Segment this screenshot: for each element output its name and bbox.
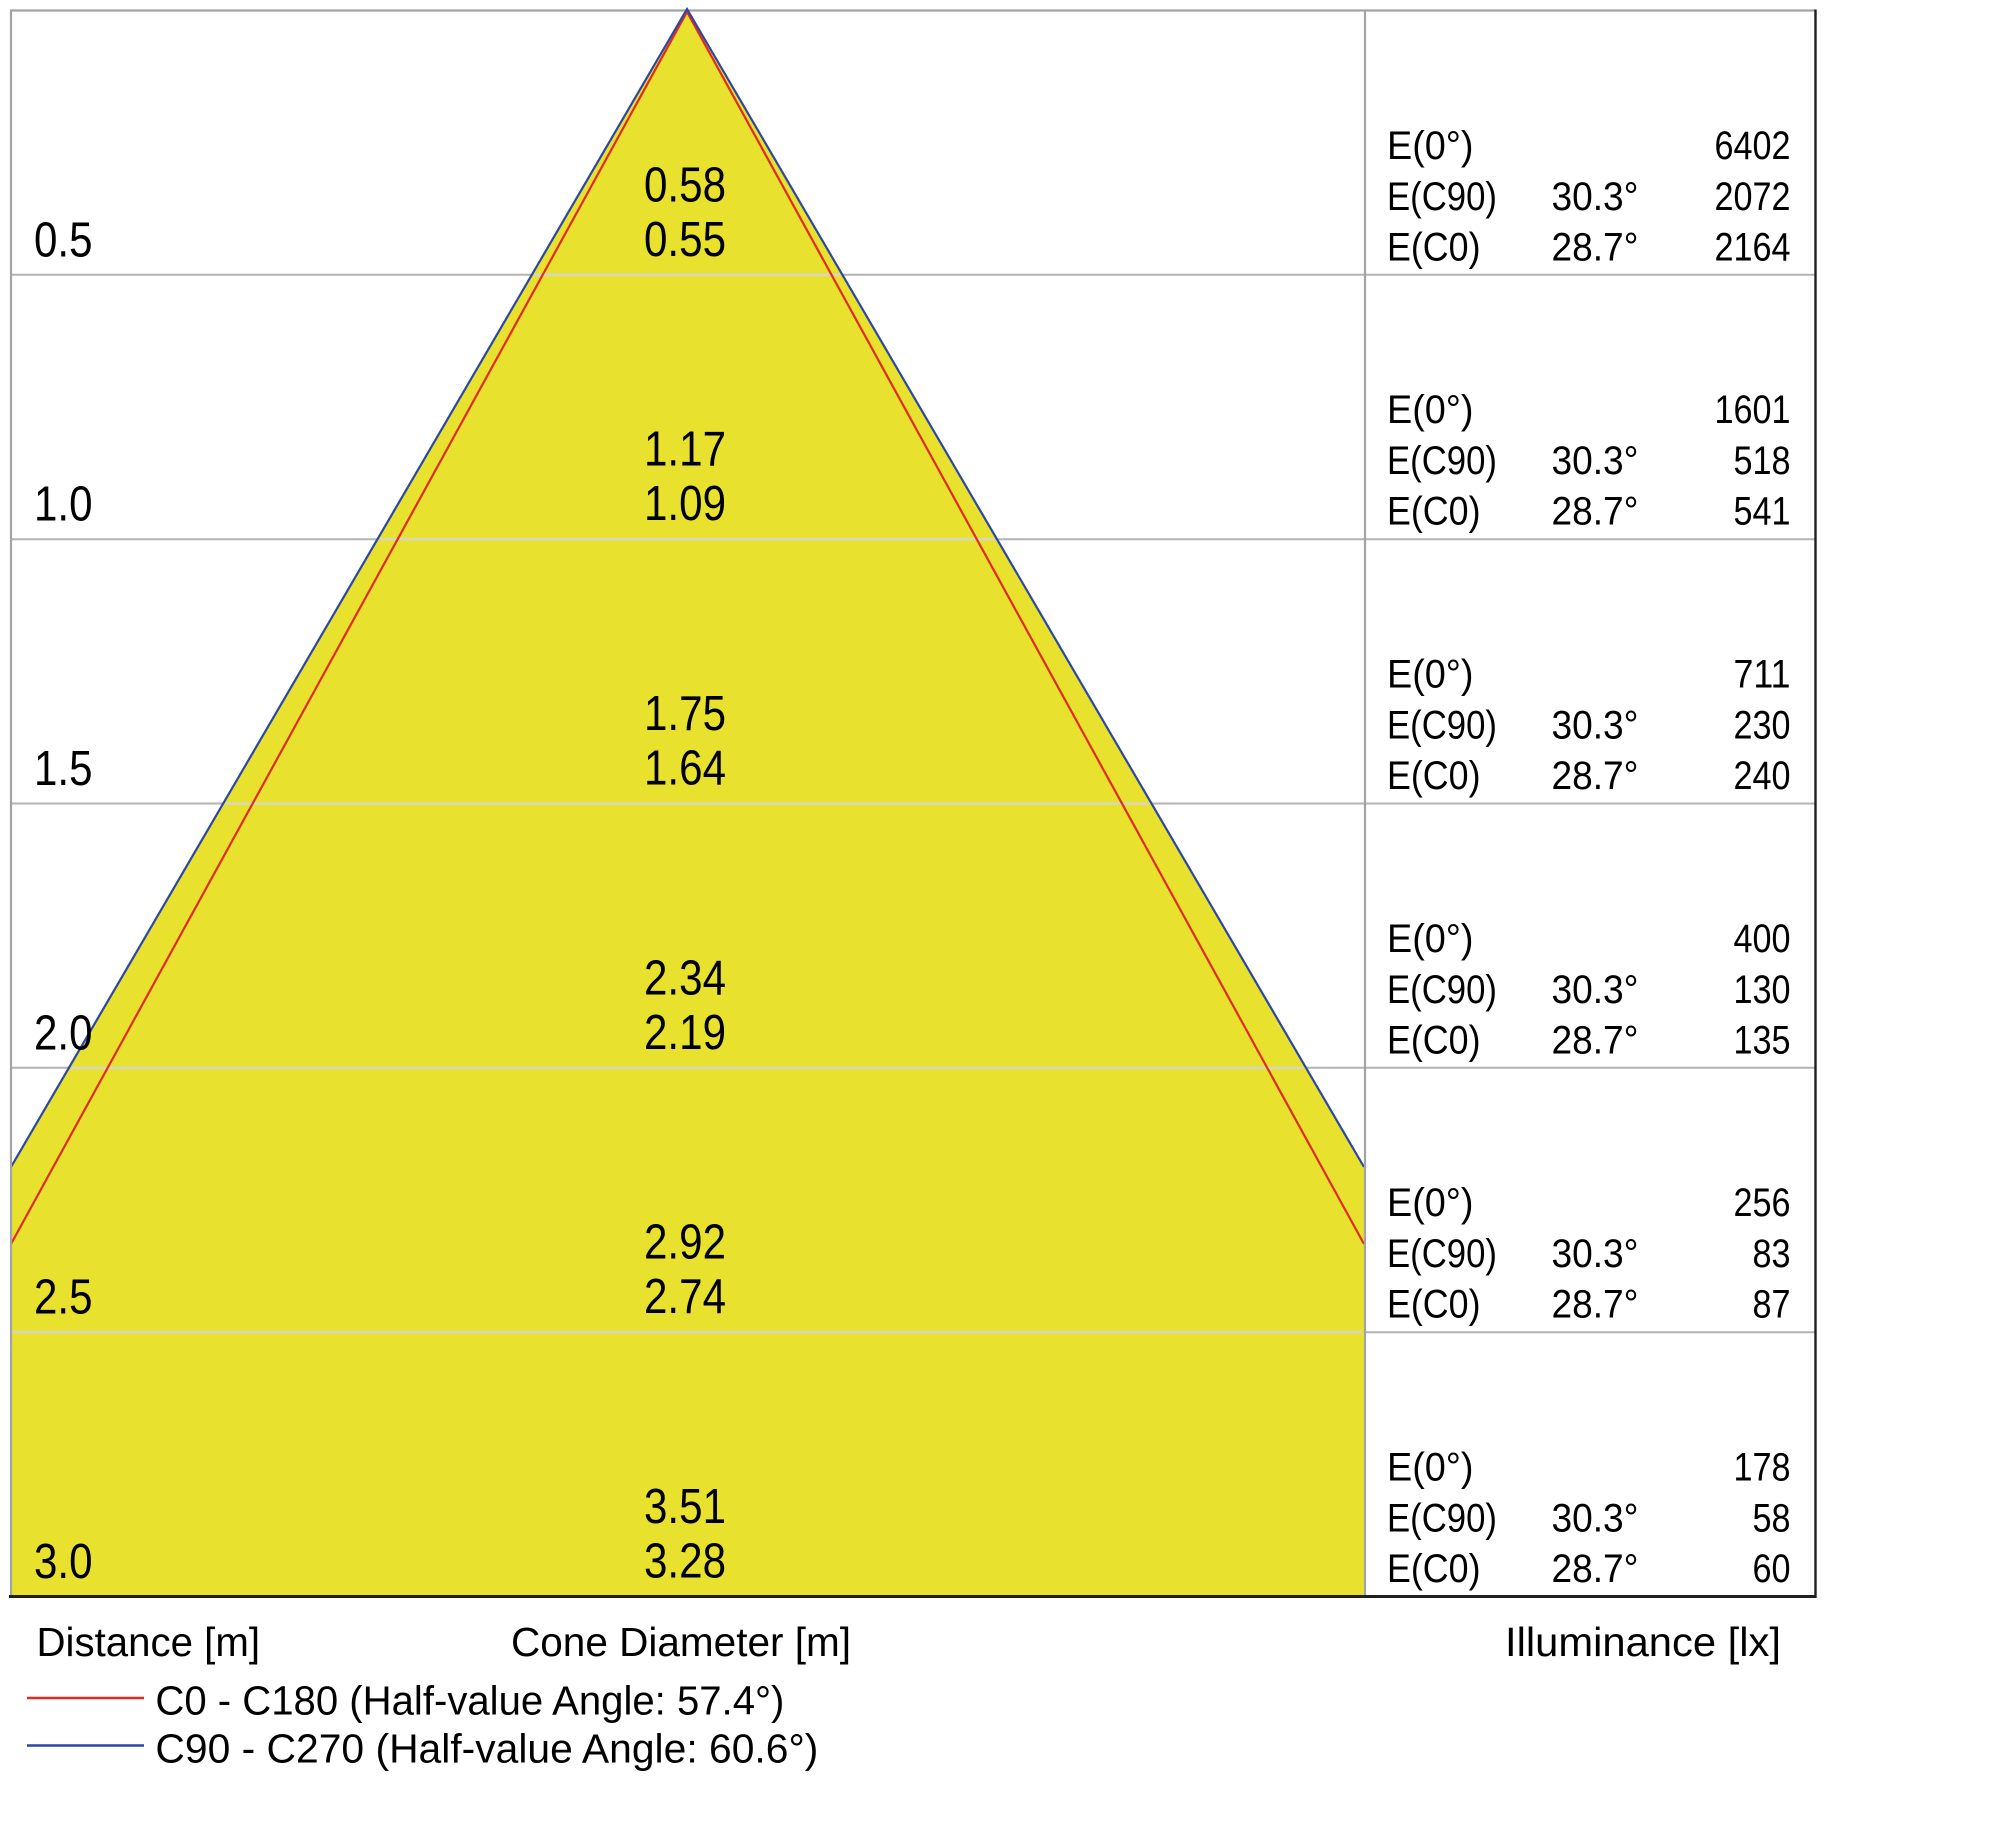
svg-text:130: 130 — [1734, 968, 1791, 1012]
svg-text:E(C90): E(C90) — [1387, 439, 1497, 483]
svg-text:6402: 6402 — [1715, 124, 1791, 168]
svg-text:711: 711 — [1734, 653, 1791, 697]
svg-text:178: 178 — [1734, 1446, 1791, 1490]
svg-text:400: 400 — [1734, 917, 1791, 961]
svg-text:E(C90): E(C90) — [1387, 175, 1497, 219]
svg-text:28.7°: 28.7° — [1552, 1547, 1639, 1591]
svg-text:E(C0): E(C0) — [1387, 754, 1481, 798]
svg-text:28.7°: 28.7° — [1552, 225, 1639, 269]
svg-text:3.51: 3.51 — [644, 1479, 726, 1534]
svg-text:2.34: 2.34 — [644, 950, 726, 1005]
svg-text:1601: 1601 — [1715, 388, 1791, 432]
svg-text:E(C0): E(C0) — [1387, 1018, 1481, 1062]
svg-text:83: 83 — [1753, 1232, 1791, 1276]
svg-text:30.3°: 30.3° — [1552, 439, 1639, 483]
svg-text:28.7°: 28.7° — [1552, 490, 1639, 534]
svg-text:1.0: 1.0 — [34, 477, 93, 532]
svg-text:C90 - C270 (Half-value Angle:: C90 - C270 (Half-value Angle: 60.6°) — [155, 1726, 818, 1772]
svg-text:518: 518 — [1734, 439, 1791, 483]
svg-text:E(0°): E(0°) — [1387, 917, 1474, 961]
svg-text:1.75: 1.75 — [644, 686, 726, 741]
svg-text:E(C90): E(C90) — [1387, 1497, 1497, 1541]
svg-text:1.5: 1.5 — [34, 741, 93, 796]
svg-text:E(C90): E(C90) — [1387, 1232, 1497, 1276]
svg-text:240: 240 — [1734, 754, 1791, 798]
svg-text:E(C90): E(C90) — [1387, 704, 1497, 748]
svg-text:1.17: 1.17 — [644, 422, 726, 477]
svg-text:3.0: 3.0 — [34, 1534, 93, 1589]
svg-text:230: 230 — [1734, 704, 1791, 748]
svg-text:58: 58 — [1753, 1497, 1791, 1541]
svg-text:3.28: 3.28 — [644, 1534, 726, 1589]
svg-text:2.0: 2.0 — [34, 1005, 93, 1060]
svg-text:E(0°): E(0°) — [1387, 388, 1474, 432]
svg-text:2164: 2164 — [1715, 225, 1791, 269]
svg-text:30.3°: 30.3° — [1552, 1232, 1639, 1276]
svg-text:1.09: 1.09 — [644, 476, 726, 531]
svg-text:C0 - C180 (Half-value Angle: 5: C0 - C180 (Half-value Angle: 57.4°) — [155, 1678, 784, 1724]
svg-text:30.3°: 30.3° — [1552, 704, 1639, 748]
svg-text:2.5: 2.5 — [34, 1270, 93, 1325]
svg-text:30.3°: 30.3° — [1552, 175, 1639, 219]
svg-text:E(0°): E(0°) — [1387, 124, 1474, 168]
svg-text:0.58: 0.58 — [644, 157, 726, 212]
svg-text:2.19: 2.19 — [644, 1005, 726, 1060]
svg-text:2072: 2072 — [1715, 175, 1791, 219]
svg-text:28.7°: 28.7° — [1552, 1018, 1639, 1062]
svg-text:28.7°: 28.7° — [1552, 754, 1639, 798]
svg-text:E(0°): E(0°) — [1387, 653, 1474, 697]
svg-text:60: 60 — [1753, 1547, 1791, 1591]
svg-text:E(0°): E(0°) — [1387, 1446, 1474, 1490]
svg-text:E(C0): E(C0) — [1387, 1547, 1481, 1591]
svg-text:E(C0): E(C0) — [1387, 1283, 1481, 1327]
svg-text:Illuminance [lx]: Illuminance [lx] — [1505, 1619, 1781, 1665]
svg-text:Cone Diameter [m]: Cone Diameter [m] — [511, 1619, 851, 1665]
svg-text:1.64: 1.64 — [644, 741, 726, 796]
svg-text:256: 256 — [1734, 1181, 1791, 1225]
svg-text:30.3°: 30.3° — [1552, 968, 1639, 1012]
svg-text:E(C90): E(C90) — [1387, 968, 1497, 1012]
svg-text:Distance [m]: Distance [m] — [37, 1619, 261, 1665]
svg-text:2.74: 2.74 — [644, 1269, 726, 1324]
svg-text:0.55: 0.55 — [644, 212, 726, 267]
svg-text:E(C0): E(C0) — [1387, 225, 1481, 269]
svg-text:28.7°: 28.7° — [1552, 1283, 1639, 1327]
svg-text:0.5: 0.5 — [34, 212, 93, 267]
svg-text:E(C0): E(C0) — [1387, 490, 1481, 534]
svg-text:541: 541 — [1734, 490, 1791, 534]
svg-text:30.3°: 30.3° — [1552, 1497, 1639, 1541]
svg-text:E(0°): E(0°) — [1387, 1181, 1474, 1225]
svg-text:2.92: 2.92 — [644, 1215, 726, 1270]
svg-text:87: 87 — [1753, 1283, 1791, 1327]
svg-text:135: 135 — [1734, 1018, 1791, 1062]
